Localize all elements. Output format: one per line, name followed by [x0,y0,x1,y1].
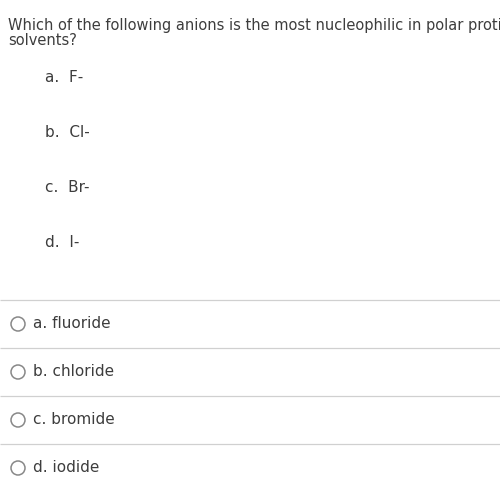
Text: Which of the following anions is the most nucleophilic in polar protic: Which of the following anions is the mos… [8,18,500,33]
Text: a. fluoride: a. fluoride [33,317,110,332]
Text: d. iodide: d. iodide [33,460,100,476]
Text: c. bromide: c. bromide [33,413,115,428]
Text: d.  I-: d. I- [45,235,80,250]
Text: solvents?: solvents? [8,33,77,48]
Text: a.  F-: a. F- [45,70,83,85]
Text: c.  Br-: c. Br- [45,180,90,195]
Text: b.  Cl-: b. Cl- [45,125,90,140]
Text: b. chloride: b. chloride [33,364,114,379]
